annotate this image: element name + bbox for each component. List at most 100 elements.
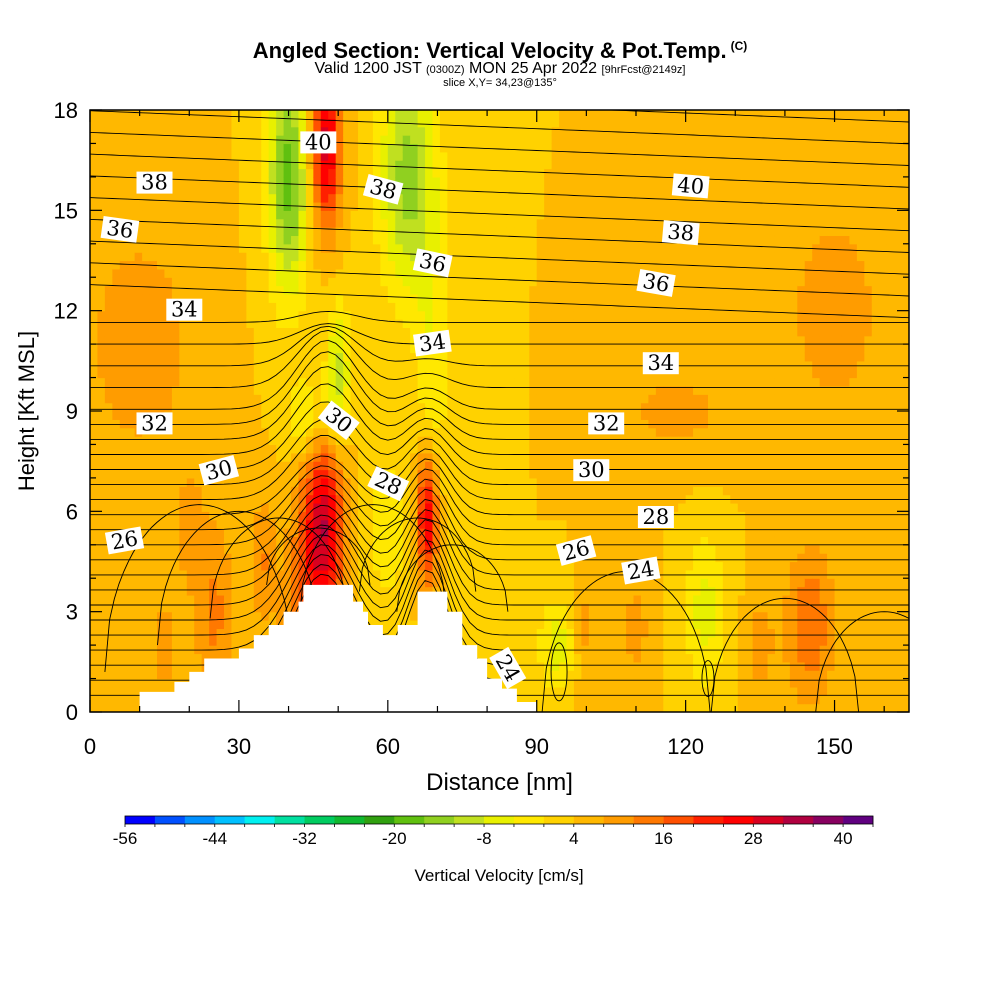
velocity-cell <box>559 394 568 404</box>
velocity-cell <box>343 352 352 362</box>
velocity-cell <box>276 151 285 161</box>
velocity-cell <box>402 502 411 512</box>
velocity-cell <box>179 260 188 270</box>
velocity-cell <box>194 193 203 203</box>
velocity-cell <box>194 469 203 479</box>
velocity-cell <box>492 594 501 604</box>
velocity-cell <box>581 277 590 287</box>
velocity-cell <box>566 360 575 370</box>
velocity-cell <box>90 394 99 404</box>
velocity-cell <box>484 536 493 546</box>
velocity-cell <box>179 645 188 655</box>
velocity-cell <box>268 394 277 404</box>
velocity-cell <box>268 444 277 454</box>
velocity-cell <box>432 553 441 563</box>
velocity-cell <box>462 628 471 638</box>
velocity-cell <box>573 277 582 287</box>
velocity-cell <box>231 310 240 320</box>
velocity-cell <box>410 611 419 621</box>
velocity-cell <box>276 469 285 479</box>
velocity-cell <box>447 235 456 245</box>
velocity-cell <box>588 243 597 253</box>
velocity-cell <box>514 452 523 462</box>
velocity-cell <box>469 544 478 554</box>
velocity-cell <box>142 235 151 245</box>
velocity-cell <box>246 628 255 638</box>
velocity-cell <box>328 344 337 354</box>
velocity-cell <box>320 477 329 487</box>
velocity-cell <box>134 486 143 496</box>
velocity-cell <box>261 528 270 538</box>
velocity-cell <box>492 118 501 128</box>
velocity-cell <box>551 461 560 471</box>
velocity-cell <box>559 703 568 712</box>
velocity-cell <box>454 151 463 161</box>
velocity-cell <box>410 344 419 354</box>
velocity-cell <box>171 360 180 370</box>
velocity-cell <box>551 695 560 705</box>
velocity-cell <box>410 227 419 237</box>
velocity-cell <box>410 477 419 487</box>
velocity-cell <box>90 160 99 170</box>
velocity-cell <box>432 319 441 328</box>
velocity-cell <box>514 293 523 303</box>
velocity-cell <box>238 319 247 328</box>
velocity-cell <box>201 561 210 571</box>
velocity-cell <box>127 695 136 705</box>
velocity-cell <box>90 653 99 663</box>
velocity-cell <box>521 201 530 211</box>
velocity-cell <box>320 461 329 471</box>
velocity-cell <box>469 201 478 211</box>
velocity-cell <box>179 578 188 588</box>
velocity-cell <box>179 394 188 404</box>
velocity-cell <box>551 285 560 295</box>
velocity-cell <box>358 185 367 195</box>
velocity-cell <box>134 519 143 529</box>
velocity-cell <box>559 126 568 136</box>
velocity-cell <box>573 695 582 705</box>
velocity-cell <box>469 235 478 245</box>
velocity-cell <box>112 461 121 471</box>
velocity-cell <box>104 502 113 512</box>
velocity-cell <box>119 118 128 128</box>
velocity-cell <box>566 569 575 579</box>
velocity-cell <box>305 528 314 538</box>
velocity-cell <box>573 110 582 119</box>
velocity-cell <box>462 168 471 178</box>
velocity-cell <box>603 653 612 663</box>
velocity-cell <box>179 352 188 362</box>
velocity-cell <box>238 586 247 596</box>
velocity-cell <box>484 528 493 538</box>
velocity-cell <box>134 620 143 629</box>
velocity-cell <box>566 227 575 237</box>
velocity-cell <box>514 310 523 320</box>
velocity-cell <box>529 461 538 471</box>
velocity-cell <box>536 603 545 613</box>
velocity-cell <box>454 218 463 228</box>
velocity-cell <box>134 110 143 119</box>
velocity-cell <box>104 252 113 262</box>
velocity-cell <box>469 335 478 345</box>
velocity-cell <box>506 536 515 546</box>
velocity-cell <box>588 678 597 688</box>
velocity-cell <box>521 645 530 655</box>
velocity-cell <box>97 544 106 554</box>
velocity-cell <box>365 469 374 479</box>
velocity-cell <box>313 151 322 161</box>
velocity-cell <box>283 385 292 395</box>
velocity-cell <box>410 218 419 228</box>
velocity-cell <box>97 611 106 621</box>
velocity-cell <box>328 578 337 588</box>
velocity-cell <box>291 118 300 128</box>
velocity-cell <box>566 260 575 270</box>
velocity-cell <box>596 352 605 362</box>
velocity-cell <box>395 235 404 245</box>
velocity-cell <box>224 502 233 512</box>
velocity-cell <box>90 436 99 446</box>
velocity-cell <box>298 110 307 119</box>
velocity-cell <box>514 277 523 287</box>
velocity-cell <box>253 511 262 521</box>
velocity-cell <box>164 135 173 145</box>
velocity-cell <box>358 344 367 354</box>
velocity-cell <box>343 477 352 487</box>
